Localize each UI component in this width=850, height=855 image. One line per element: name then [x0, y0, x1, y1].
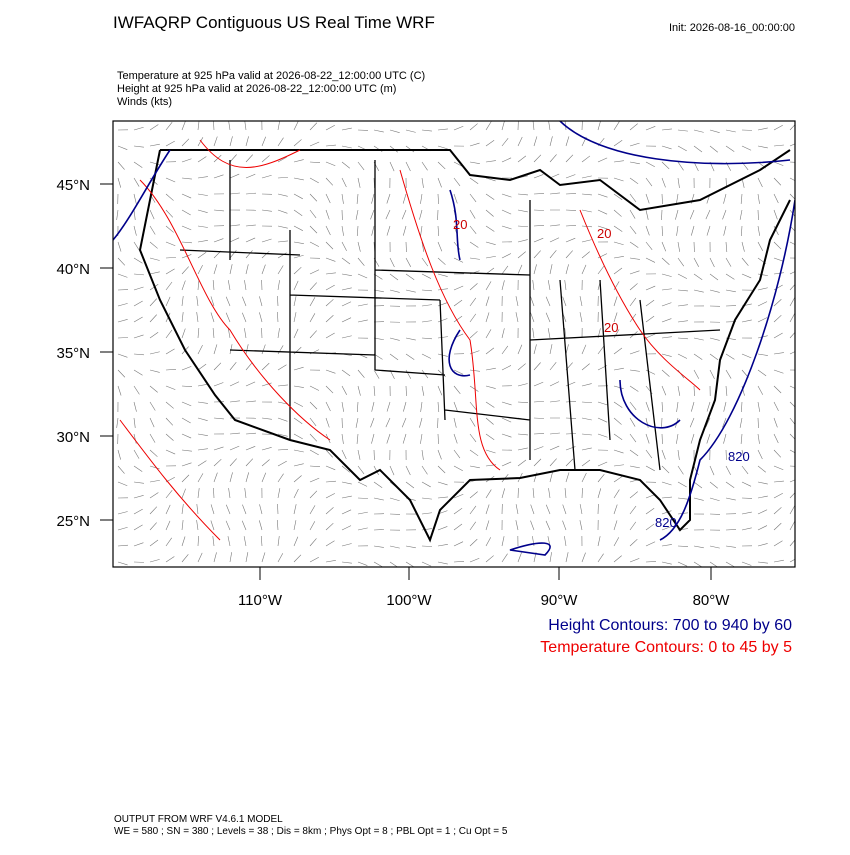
field-desc: Temperature at 925 hPa valid at 2026-08-…: [117, 70, 425, 82]
init-time: Init: 2026-08-16_00:00:00: [669, 22, 795, 34]
temperature-label: 20: [597, 226, 611, 241]
temperature-label: 20: [604, 320, 618, 335]
lon-label: 110°W: [238, 592, 283, 609]
footer-line: OUTPUT FROM WRF V4.6.1 MODEL: [114, 814, 283, 825]
lat-label: 25°N: [56, 513, 90, 530]
field-desc: Height at 925 hPa valid at 2026-08-22_12…: [117, 83, 396, 95]
lat-label: 45°N: [56, 177, 90, 194]
legend-temperature: Temperature Contours: 0 to 45 by 5: [540, 639, 792, 656]
lat-label: 40°N: [56, 261, 90, 278]
height-label: 820: [655, 515, 677, 530]
lon-label: 90°W: [541, 592, 579, 609]
lat-label: 35°N: [56, 345, 90, 362]
title: IWFAQRP Contiguous US Real Time WRF: [113, 13, 435, 32]
lon-label: 80°W: [693, 592, 731, 609]
lon-label: 100°W: [386, 592, 432, 609]
lat-label: 30°N: [56, 429, 90, 446]
height-label: 820: [728, 449, 750, 464]
footer-line: WE = 580 ; SN = 380 ; Levels = 38 ; Dis …: [114, 826, 508, 837]
field-desc: Winds (kts): [117, 96, 172, 108]
legend-height: Height Contours: 700 to 940 by 60: [548, 617, 792, 634]
temperature-label: 20: [453, 217, 467, 232]
